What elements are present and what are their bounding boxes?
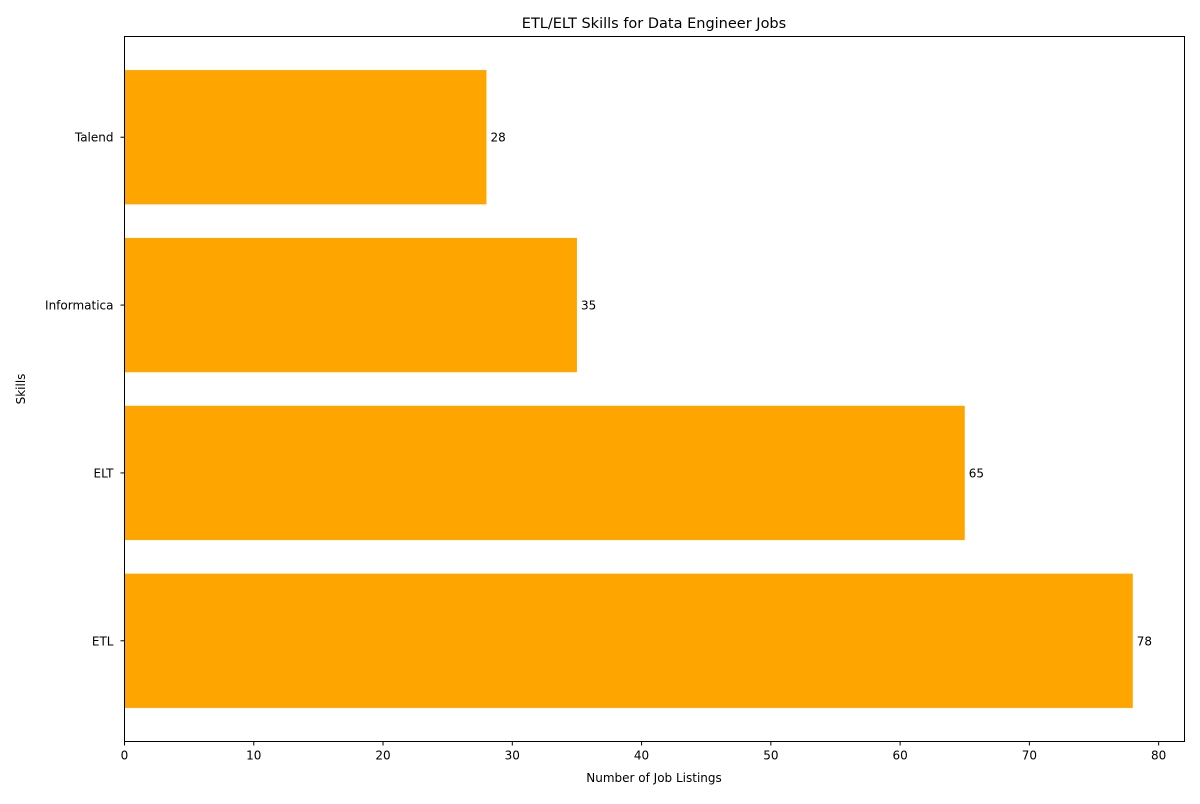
y-tick-label-informatica: Informatica — [45, 299, 113, 313]
data-label-elt: 65 — [969, 466, 984, 480]
x-tick-label-50: 50 — [763, 749, 778, 763]
x-tick-label-0: 0 — [121, 749, 129, 763]
x-tick-label-10: 10 — [246, 749, 261, 763]
x-tick-label-70: 70 — [1022, 749, 1037, 763]
y-axis: ETL ELT Informatica Talend — [45, 131, 125, 648]
x-axis-label: Number of Job Listings — [586, 771, 722, 785]
data-labels-layer: 78 65 35 28 — [490, 131, 1152, 649]
data-label-etl: 78 — [1137, 634, 1152, 648]
chart-title: ETL/ELT Skills for Data Engineer Jobs — [522, 16, 786, 32]
x-tick-label-60: 60 — [892, 749, 907, 763]
x-tick-label-30: 30 — [505, 749, 520, 763]
y-tick-label-talend: Talend — [74, 131, 114, 145]
x-tick-label-40: 40 — [634, 749, 649, 763]
bar-etl — [124, 573, 1133, 708]
data-label-talend: 28 — [490, 131, 505, 145]
bar-talend — [124, 70, 487, 205]
plot-frame — [124, 36, 1185, 742]
bar-elt — [124, 405, 965, 541]
y-tick-label-elt: ELT — [94, 466, 115, 480]
bar-informatica — [124, 237, 577, 373]
data-label-informatica: 35 — [581, 299, 596, 313]
x-axis: 0 10 20 30 40 50 60 70 80 — [121, 741, 1166, 763]
y-tick-label-etl: ETL — [92, 634, 114, 648]
bars-layer — [124, 70, 1133, 708]
x-tick-label-80: 80 — [1151, 749, 1166, 763]
y-axis-label: Skills — [14, 374, 28, 405]
x-tick-label-20: 20 — [375, 749, 390, 763]
